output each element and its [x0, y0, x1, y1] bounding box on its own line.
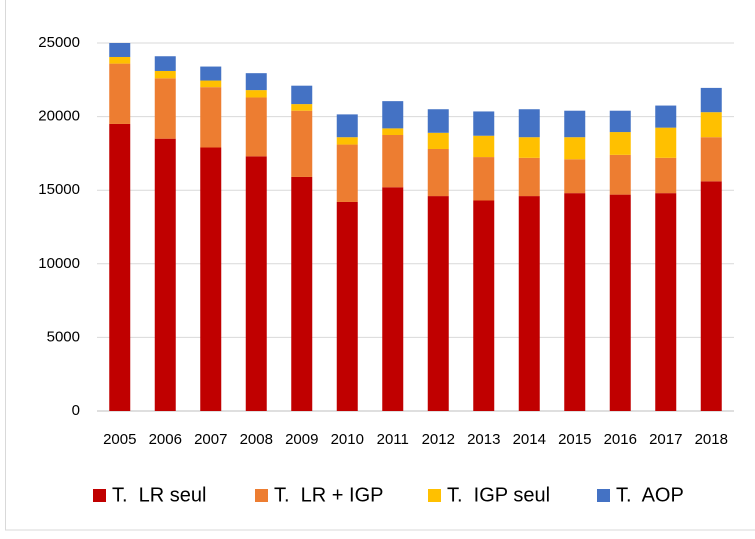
bar-segment: [291, 86, 312, 104]
x-tick-label: 2014: [513, 431, 546, 448]
y-tick-label: 10000: [38, 255, 80, 272]
bar-segment: [473, 136, 494, 157]
bar-segment: [246, 90, 267, 97]
bar-segment: [519, 109, 540, 137]
bar-segment: [291, 177, 312, 411]
bar-segment: [701, 137, 722, 181]
bar-segment: [428, 133, 449, 149]
legend-swatch: [597, 489, 610, 502]
bar-segment: [337, 114, 358, 137]
bar-segment: [291, 104, 312, 111]
bar-segment: [701, 181, 722, 411]
y-tick-label: 25000: [38, 34, 80, 51]
bar-segment: [246, 97, 267, 156]
x-tick-label: 2015: [558, 431, 591, 448]
bar-segment: [610, 132, 631, 155]
bar-segment: [519, 158, 540, 196]
bar-segment: [200, 67, 221, 81]
x-tick-label: 2013: [467, 431, 500, 448]
bar-segment: [200, 81, 221, 88]
bar-segment: [610, 111, 631, 132]
bar-segment: [200, 148, 221, 411]
bar-segment: [564, 111, 585, 137]
bar-segment: [473, 111, 494, 135]
bar-segment: [337, 202, 358, 411]
bar-segment: [564, 137, 585, 159]
bar-segment: [655, 128, 676, 158]
bar-segment: [246, 156, 267, 411]
x-tick-label: 2006: [149, 431, 182, 448]
bar-segment: [701, 88, 722, 112]
bar-segment: [655, 193, 676, 411]
legend-swatch: [93, 489, 106, 502]
bar-segment: [246, 73, 267, 90]
legend-swatch: [428, 489, 441, 502]
bar-segment: [564, 193, 585, 411]
bar-segment: [155, 78, 176, 138]
x-tick-label: 2016: [604, 431, 637, 448]
bar-segment: [109, 43, 130, 57]
bar-segment: [519, 196, 540, 411]
x-tick-label: 2017: [649, 431, 682, 448]
bar-segment: [382, 101, 403, 128]
bar-segment: [428, 149, 449, 196]
bar-segment: [655, 158, 676, 193]
bar-segment: [382, 187, 403, 411]
bar-segment: [109, 124, 130, 411]
bar-segment: [382, 128, 403, 135]
bar-segment: [337, 137, 358, 144]
bar-segment: [155, 139, 176, 411]
bar-segment: [610, 155, 631, 195]
y-tick-label: 15000: [38, 181, 80, 198]
bar-segment: [519, 137, 540, 158]
y-tick-label: 0: [72, 402, 80, 419]
bar-segment: [337, 145, 358, 202]
x-tick-label: 2012: [422, 431, 455, 448]
bar-segment: [610, 195, 631, 411]
x-tick-label: 2009: [285, 431, 318, 448]
legend-label: T. IGP seul: [447, 484, 550, 506]
x-tick-label: 2018: [695, 431, 728, 448]
legend-label: T. LR seul: [112, 484, 206, 506]
bar-segment: [564, 159, 585, 193]
x-tick-label: 2008: [240, 431, 273, 448]
bar-segment: [473, 201, 494, 411]
bar-segment: [655, 106, 676, 128]
bar-segment: [428, 109, 449, 133]
bar-segment: [428, 196, 449, 411]
bar-segment: [155, 71, 176, 78]
bar-segment: [109, 57, 130, 64]
bar-segment: [473, 157, 494, 200]
bar-segment: [382, 135, 403, 187]
y-tick-label: 20000: [38, 108, 80, 125]
legend-swatch: [255, 489, 268, 502]
y-tick-label: 5000: [47, 328, 80, 345]
x-tick-label: 2007: [194, 431, 227, 448]
x-tick-label: 2005: [103, 431, 136, 448]
bar-segment: [701, 112, 722, 137]
legend-label: T. LR + IGP: [274, 484, 383, 506]
bar-segment: [109, 64, 130, 124]
bar-segment: [200, 87, 221, 147]
x-tick-label: 2011: [377, 431, 409, 448]
bar-segment: [291, 111, 312, 177]
bar-segment: [155, 56, 176, 71]
legend-label: T. AOP: [616, 484, 684, 506]
x-tick-label: 2010: [331, 431, 364, 448]
